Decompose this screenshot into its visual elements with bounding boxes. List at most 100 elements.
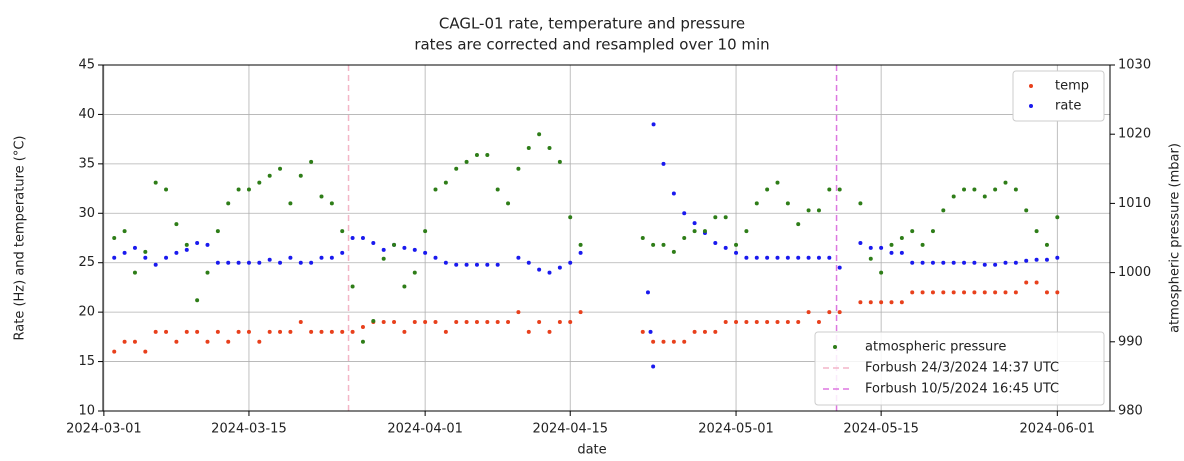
point <box>423 250 428 255</box>
point <box>246 187 251 192</box>
x-tick-label: 2024-04-15 <box>532 422 608 437</box>
point <box>910 290 915 295</box>
point <box>433 187 438 192</box>
point <box>215 229 220 234</box>
point <box>816 208 821 213</box>
point <box>485 262 490 267</box>
point <box>557 265 562 270</box>
point <box>837 265 842 270</box>
point <box>568 215 573 220</box>
point <box>651 364 656 369</box>
point <box>682 236 687 240</box>
y-tick-label: 35 <box>78 156 95 171</box>
point <box>785 255 790 260</box>
point <box>692 221 697 226</box>
point <box>381 256 386 261</box>
point <box>485 320 490 325</box>
point <box>879 270 884 275</box>
y2-tick-label: 1020 <box>1118 127 1151 142</box>
y-tick-label: 10 <box>78 404 95 419</box>
point <box>547 270 552 275</box>
point <box>1055 215 1060 220</box>
point <box>402 284 407 289</box>
point <box>298 260 303 265</box>
point <box>195 298 200 303</box>
point <box>982 262 987 267</box>
point <box>132 245 137 250</box>
point <box>257 260 262 265</box>
point <box>578 250 583 255</box>
point <box>682 339 687 344</box>
point <box>340 250 345 255</box>
point <box>796 320 801 325</box>
point <box>350 236 355 240</box>
point <box>485 152 490 157</box>
point <box>526 146 531 151</box>
point <box>423 320 428 325</box>
point <box>454 320 459 325</box>
point <box>464 320 469 325</box>
point <box>215 260 220 265</box>
point <box>226 339 231 344</box>
y2-axis-label: atmospheric pressure (mbar) <box>1168 143 1183 333</box>
point <box>692 329 697 334</box>
point <box>920 290 925 295</box>
point <box>702 229 707 234</box>
plot-frame <box>102 64 1111 412</box>
point <box>837 187 842 192</box>
point <box>775 180 780 185</box>
point <box>112 255 117 260</box>
point <box>132 339 137 344</box>
point <box>671 249 676 254</box>
legend-label: Forbush 10/5/2024 16:45 UTC <box>865 382 1059 397</box>
point <box>174 339 179 344</box>
point <box>661 161 666 166</box>
point <box>298 320 303 325</box>
point <box>309 260 314 265</box>
point <box>412 247 417 252</box>
point <box>734 320 739 325</box>
legend-label: rate <box>1055 99 1081 114</box>
point <box>899 236 904 240</box>
point <box>744 320 749 325</box>
y-tick-label: 45 <box>78 58 95 73</box>
point <box>412 320 417 325</box>
point <box>1013 260 1018 265</box>
point <box>651 242 656 247</box>
point <box>381 320 386 325</box>
point <box>329 329 334 334</box>
point <box>806 255 811 260</box>
point <box>433 255 438 260</box>
point <box>702 329 707 334</box>
chart-title: CAGL-01 rate, temperature and pressure <box>439 15 745 33</box>
point <box>982 290 987 295</box>
point <box>153 262 158 267</box>
point <box>246 260 251 265</box>
point <box>692 229 697 234</box>
point <box>648 329 653 334</box>
point <box>537 267 542 272</box>
point <box>433 320 438 325</box>
point <box>557 320 562 325</box>
point <box>806 310 811 315</box>
legend-label: Forbush 24/3/2024 14:37 UTC <box>865 361 1059 376</box>
point <box>682 211 687 216</box>
point <box>392 242 397 247</box>
point <box>392 320 397 325</box>
y-tick-label: 40 <box>78 107 95 122</box>
point <box>153 329 158 334</box>
point <box>930 290 935 295</box>
point <box>578 242 583 247</box>
point <box>972 290 977 295</box>
point <box>164 329 169 334</box>
point <box>972 187 977 192</box>
point <box>930 260 935 265</box>
point <box>164 187 169 192</box>
legend-box <box>1012 70 1105 122</box>
point <box>443 329 448 334</box>
point <box>744 255 749 260</box>
point <box>858 240 863 245</box>
point <box>723 245 728 250</box>
point <box>941 290 946 295</box>
y-tick-label: 20 <box>78 305 95 320</box>
